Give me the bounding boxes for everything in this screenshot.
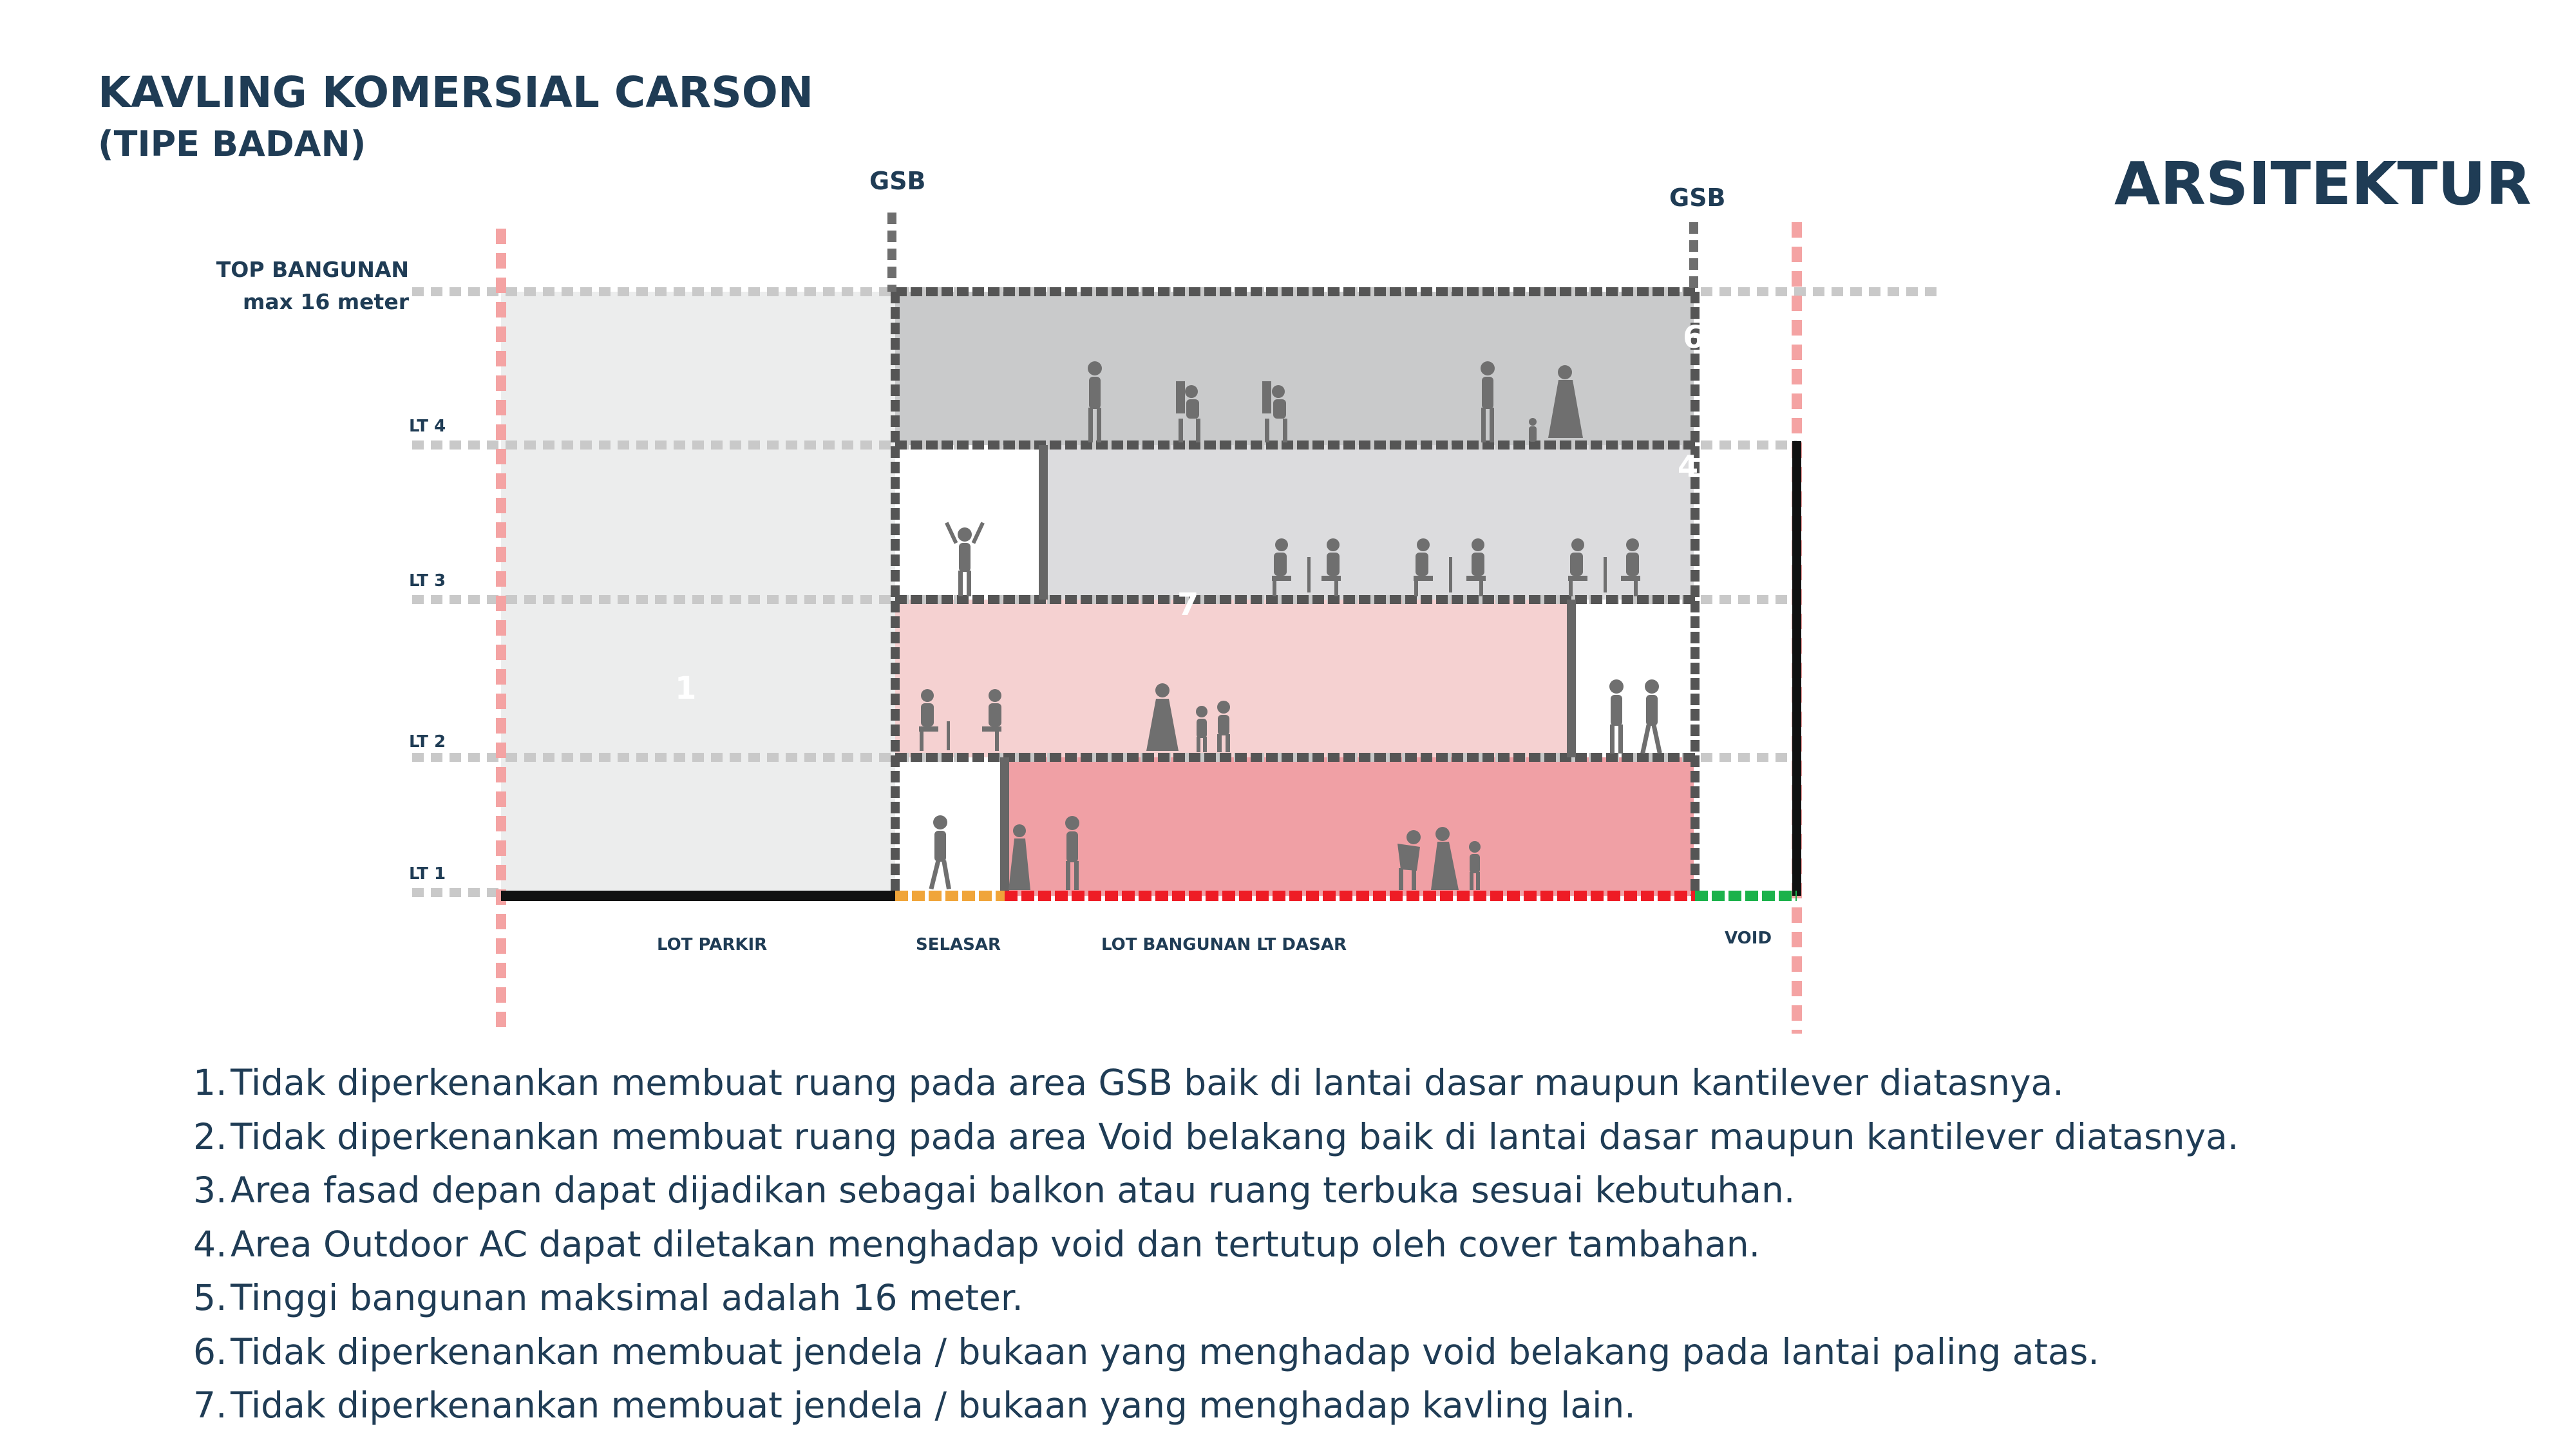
note-item: 7. Tidak diperkenankan membuat jendela / … — [193, 1379, 2239, 1433]
person-figure — [1640, 679, 1662, 754]
parking-area — [501, 292, 895, 896]
level-label-lt2: LT 2 — [409, 732, 446, 752]
zone-label-void: VOID — [1725, 929, 1772, 948]
marker-1: 1 — [675, 670, 696, 706]
note-number: 5. — [193, 1277, 227, 1318]
page-title: KAVLING KOMERSIAL CARSON — [98, 68, 814, 117]
note-item: 2. Tidak diperkenankan membuat ruang pada… — [193, 1110, 2239, 1164]
section-labels: GSB GSB TOP BANGUNAN max 16 meter LT 4 L… — [216, 167, 1772, 954]
gsb-lines — [887, 213, 1698, 292]
note-item: 1. Tidak diperkenankan membuat ruang pada… — [193, 1056, 2239, 1110]
level-label-lt1: LT 1 — [409, 864, 446, 884]
floor1-room — [1005, 757, 1694, 896]
note-number: 4. — [193, 1223, 227, 1265]
person-figure — [1431, 827, 1459, 890]
person-figure — [1009, 824, 1030, 890]
people-figures — [919, 361, 1662, 890]
floor3-room — [1043, 445, 1694, 600]
person-figure — [1088, 361, 1102, 442]
gsb-right-label: GSB — [1669, 184, 1726, 212]
marker-4: 4 — [1678, 449, 1698, 484]
person-figure — [1469, 841, 1481, 890]
gsb-left-label: GSB — [869, 167, 926, 195]
note-text: Area fasad depan dapat dijadikan sebagai… — [231, 1170, 1795, 1211]
person-figure — [1065, 816, 1079, 890]
note-number: 7. — [193, 1385, 227, 1426]
person-figure — [1397, 830, 1421, 890]
level-label-lt4: LT 4 — [409, 417, 446, 436]
discipline-label: ARSITEKTUR — [2114, 149, 2532, 218]
note-markers: 1 4 6 7 — [675, 319, 1704, 706]
person-figure — [919, 689, 1001, 751]
marker-7: 7 — [1177, 587, 1198, 623]
note-number: 6. — [193, 1331, 227, 1372]
note-text: Tidak diperkenankan membuat jendela / bu… — [231, 1385, 1636, 1426]
person-figure — [1262, 381, 1287, 442]
person-figure — [1609, 679, 1624, 753]
note-item: 3. Area fasad depan dapat dijadikan sebag… — [193, 1164, 2239, 1218]
person-figure — [1414, 538, 1486, 596]
person-figure — [1217, 701, 1230, 752]
note-number: 1. — [193, 1062, 227, 1103]
person-figure — [1529, 418, 1537, 442]
person-figure — [929, 815, 951, 890]
note-number: 3. — [193, 1170, 227, 1211]
note-item: 6. Tidak diperkenankan membuat jendela / … — [193, 1325, 2239, 1379]
regulation-notes: 1. Tidak diperkenankan membuat ruang pada… — [193, 1056, 2239, 1433]
note-text: Tidak diperkenankan membuat ruang pada a… — [231, 1062, 2064, 1103]
zone-label-lot-parkir: LOT PARKIR — [657, 935, 767, 954]
note-text: Tidak diperkenankan membuat jendela / bu… — [231, 1331, 2099, 1372]
floor2-room — [895, 600, 1571, 757]
level-label-lt3: LT 3 — [409, 571, 446, 591]
person-figure — [945, 522, 985, 596]
interior-walls — [1000, 445, 1576, 896]
top-building-label: TOP BANGUNAN — [216, 257, 409, 282]
person-figure — [1481, 361, 1495, 442]
person-figure — [1548, 365, 1583, 438]
note-item: 5. Tinggi bangunan maksimal adalah 16 met… — [193, 1271, 2239, 1325]
person-figure — [1146, 683, 1179, 751]
page-subtitle: (TIPE BADAN) — [98, 124, 366, 164]
marker-6: 6 — [1683, 319, 1704, 355]
note-text: Tidak diperkenankan membuat ruang pada a… — [231, 1115, 2239, 1157]
note-text: Tinggi bangunan maksimal adalah 16 meter… — [231, 1277, 1023, 1318]
note-item: 4. Area Outdoor AC dapat diletakan mengha… — [193, 1218, 2239, 1272]
floor-slabs — [891, 287, 1700, 896]
person-figure — [1568, 538, 1640, 596]
person-figure — [1176, 381, 1200, 442]
note-text: Area Outdoor AC dapat diletakan menghada… — [231, 1223, 1761, 1265]
person-figure — [1196, 706, 1208, 752]
person-figure — [1272, 538, 1341, 596]
max-height-label: max 16 meter — [243, 289, 410, 314]
zone-label-lot-bangunan: LOT BANGUNAN LT DASAR — [1101, 935, 1347, 954]
zone-label-selasar: SELASAR — [916, 935, 1001, 954]
note-number: 2. — [193, 1115, 227, 1157]
